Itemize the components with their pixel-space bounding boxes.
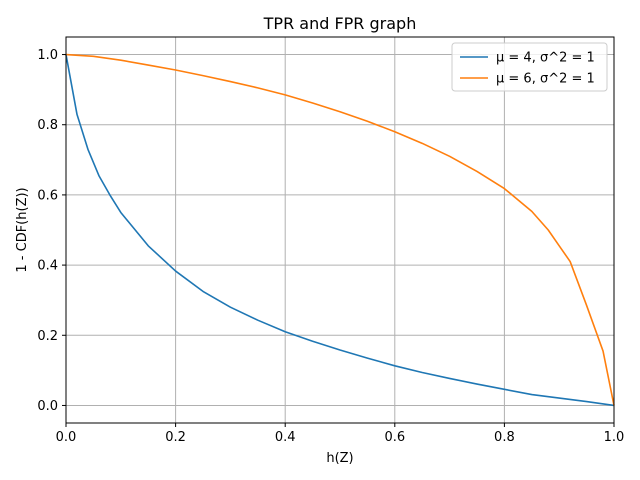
y-axis-label: 1 - CDF(h(Z)) — [15, 187, 30, 272]
x-tick-label: 0.8 — [494, 430, 515, 445]
y-tick-label: 0.2 — [37, 329, 58, 344]
y-tick-label: 0.0 — [37, 399, 58, 414]
x-tick-label: 0.0 — [56, 430, 77, 445]
y-tick-label: 1.0 — [37, 48, 58, 63]
legend-label-1: μ = 4, σ^2 = 1 — [496, 51, 595, 66]
x-tick-label: 0.6 — [384, 430, 405, 445]
legend: μ = 4, σ^2 = 1 μ = 6, σ^2 = 1 — [451, 42, 608, 92]
series-layer — [65, 53, 615, 407]
series-line-2 — [65, 53, 615, 406]
x-tick-label: 0.2 — [165, 430, 186, 445]
plot-frame — [65, 36, 615, 424]
series-line-1 — [65, 54, 615, 407]
chart-title: TPR and FPR graph — [263, 14, 417, 33]
x-axis-label: h(Z) — [326, 451, 353, 466]
x-tick-label: 0.4 — [275, 430, 296, 445]
y-tick-label: 0.8 — [37, 118, 58, 133]
ticks: 0.0 0.2 0.4 0.6 0.8 1.0 0.0 0.2 0.4 0.6 0.8 1.0 — [37, 48, 624, 445]
y-tick-label: 0.6 — [37, 188, 58, 203]
legend-label-2: μ = 6, σ^2 = 1 — [496, 72, 595, 87]
grid — [65, 37, 615, 423]
legend-box — [451, 42, 608, 92]
x-tick-label: 1.0 — [604, 430, 625, 445]
y-tick-label: 0.4 — [37, 259, 58, 274]
